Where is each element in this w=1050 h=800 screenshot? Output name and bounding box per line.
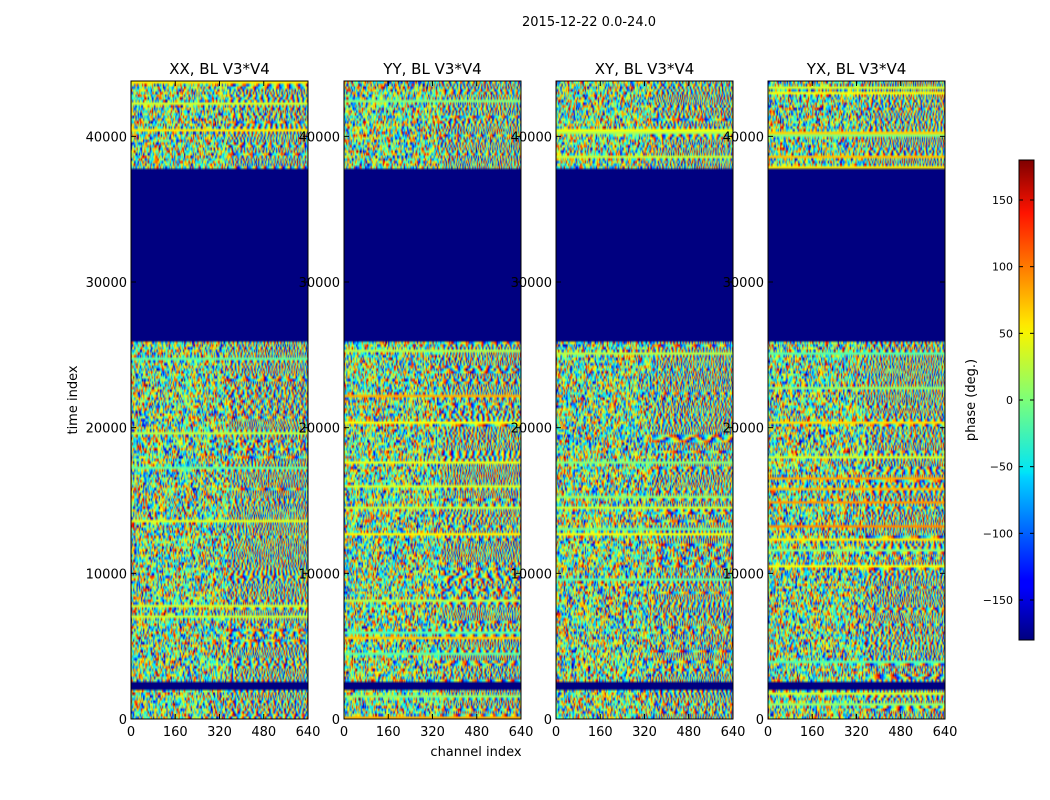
figure-suptitle: 2015-12-22 0.0-24.0 xyxy=(522,15,656,30)
y-tick-label: 20000 xyxy=(86,422,127,437)
x-tick-label: 0 xyxy=(340,725,348,740)
panel-xx: XX, BL V3*V4 0 160 320 480 640 0 10000 20000 3000… xyxy=(86,60,321,740)
y-tick-label: 0 xyxy=(332,713,340,728)
x-tick-label: 160 xyxy=(588,725,613,740)
y-tick-label: 30000 xyxy=(299,276,340,291)
x-tick-label: 480 xyxy=(888,725,913,740)
heatmap-image-yx xyxy=(768,81,945,719)
colorbar: −150 −100 −50 0 50 100 150 phase (deg.) xyxy=(964,159,1035,641)
x-tick-label: 160 xyxy=(800,725,825,740)
x-tick-label: 160 xyxy=(163,725,188,740)
y-tick-label: 40000 xyxy=(86,130,127,145)
x-tick-label: 320 xyxy=(207,725,232,740)
y-tick-label: 10000 xyxy=(511,567,552,582)
colorbar-tick-label: 0 xyxy=(1006,394,1013,407)
y-tick-label: 10000 xyxy=(86,567,127,582)
y-tick-label: 20000 xyxy=(511,422,552,437)
x-tick-label: 320 xyxy=(844,725,869,740)
y-tick-label: 0 xyxy=(544,713,552,728)
y-tick-label: 10000 xyxy=(299,567,340,582)
x-tick-label: 0 xyxy=(552,725,560,740)
x-tick-label: 480 xyxy=(251,725,276,740)
y-tick-label: 0 xyxy=(119,713,127,728)
y-tick-label: 20000 xyxy=(723,422,764,437)
panel-title-yy: YY, BL V3*V4 xyxy=(382,60,481,78)
heatmap-image-yy xyxy=(344,81,521,719)
panels-group: XX, BL V3*V4 0 160 320 480 640 0 10000 20000 3000… xyxy=(86,60,958,740)
x-tick-label: 320 xyxy=(632,725,657,740)
colorbar-tick-label: 100 xyxy=(992,261,1013,274)
y-tick-label: 40000 xyxy=(723,130,764,145)
y-tick-label: 30000 xyxy=(86,276,127,291)
panel-yy: YY, BL V3*V4 0 160 320 480 640 0 10000 20000 3000… xyxy=(299,60,534,740)
x-tick-label: 480 xyxy=(464,725,489,740)
x-tick-label: 320 xyxy=(420,725,445,740)
colorbar-tick-label: −150 xyxy=(983,594,1013,607)
y-tick-label: 20000 xyxy=(299,422,340,437)
panel-yx: YX, BL V3*V4 0 160 320 480 640 0 10000 20000 3000… xyxy=(723,60,958,740)
colorbar-tick-label: −50 xyxy=(990,461,1013,474)
y-tick-label: 30000 xyxy=(723,276,764,291)
x-tick-label: 640 xyxy=(721,725,746,740)
colorbar-tick-label: 150 xyxy=(992,194,1013,207)
panel-xy: XY, BL V3*V4 0 160 320 480 640 0 10000 20000 3000… xyxy=(511,60,746,740)
x-tick-label: 480 xyxy=(676,725,701,740)
x-tick-label: 0 xyxy=(127,725,135,740)
x-axis-label: channel index xyxy=(430,745,521,760)
y-tick-label: 30000 xyxy=(511,276,552,291)
x-tick-label: 640 xyxy=(933,725,958,740)
y-tick-label: 0 xyxy=(756,713,764,728)
colorbar-label: phase (deg.) xyxy=(964,359,979,441)
y-axis-label: time index xyxy=(66,365,81,434)
colorbar-tick-label: −100 xyxy=(983,527,1013,540)
heatmap-image-xy xyxy=(556,81,733,719)
y-tick-label: 10000 xyxy=(723,567,764,582)
y-tick-label: 40000 xyxy=(511,130,552,145)
panel-title-yx: YX, BL V3*V4 xyxy=(806,60,907,78)
panel-title-xy: XY, BL V3*V4 xyxy=(595,60,695,78)
colorbar-tick-label: 50 xyxy=(999,327,1013,340)
x-tick-label: 640 xyxy=(509,725,534,740)
x-tick-label: 640 xyxy=(296,725,321,740)
panel-title-xx: XX, BL V3*V4 xyxy=(169,60,270,78)
colorbar-ticks: −150 −100 −50 0 50 100 150 xyxy=(983,194,1034,607)
heatmap-image-xx xyxy=(131,81,308,719)
y-tick-label: 40000 xyxy=(299,130,340,145)
x-tick-label: 0 xyxy=(764,725,772,740)
x-tick-label: 160 xyxy=(376,725,401,740)
